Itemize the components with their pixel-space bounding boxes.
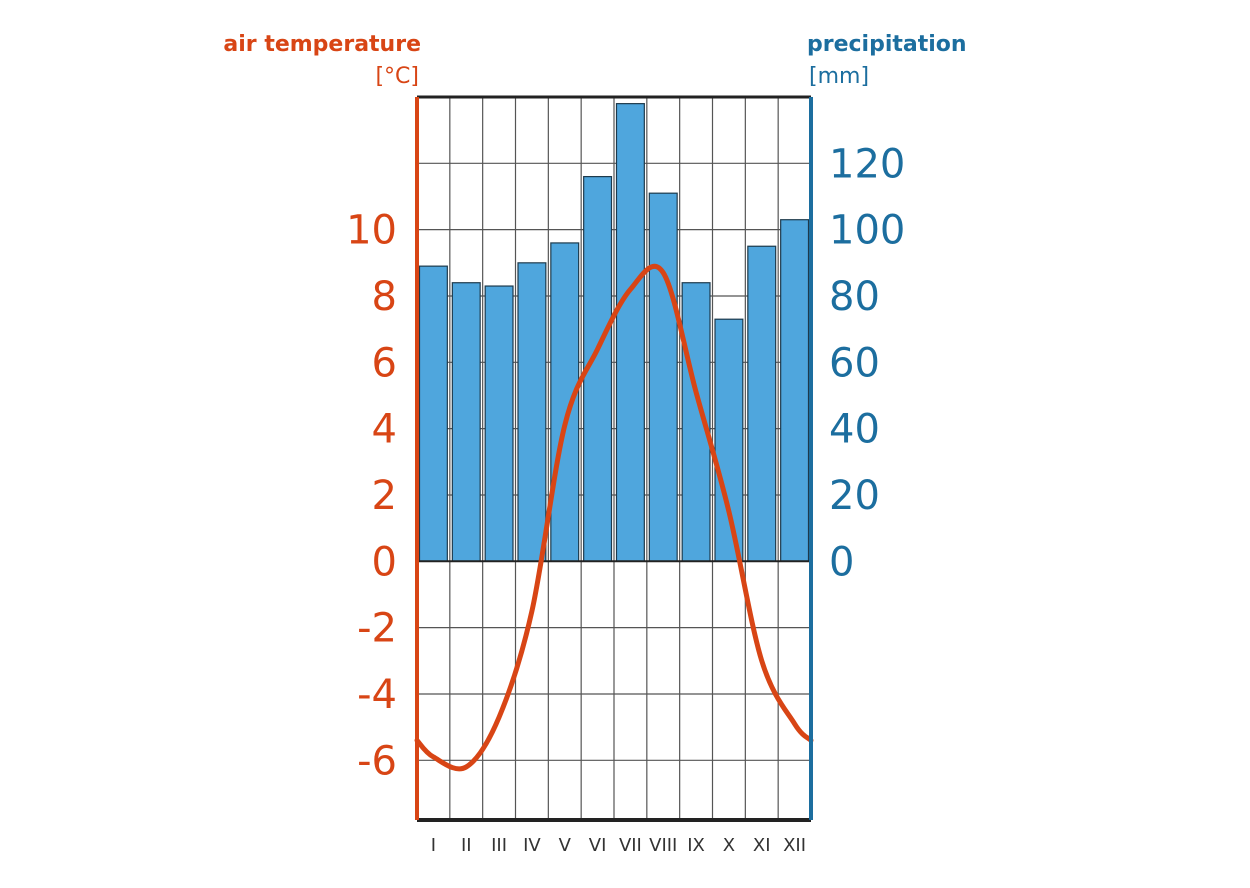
left-tick-label: 0 bbox=[372, 539, 397, 585]
bar-VII bbox=[615, 103, 645, 562]
month-label: IV bbox=[523, 835, 541, 856]
bar-I bbox=[418, 265, 448, 562]
month-label: IX bbox=[687, 835, 705, 856]
bar-V bbox=[550, 242, 580, 562]
left-tick-label: 10 bbox=[346, 208, 397, 254]
left-tick-label: -6 bbox=[357, 738, 397, 784]
bar-III bbox=[484, 285, 514, 562]
bar-IV bbox=[517, 262, 547, 562]
month-label: II bbox=[461, 835, 472, 856]
right-tick-label: 100 bbox=[829, 208, 905, 254]
bar-VI bbox=[583, 175, 613, 562]
right-tick-label: 120 bbox=[829, 141, 905, 187]
left-tick-label: 2 bbox=[372, 473, 397, 519]
left-axis-title: air temperature bbox=[223, 32, 421, 57]
right-tick-label: 20 bbox=[829, 473, 880, 519]
bar-XI bbox=[747, 245, 777, 562]
right-tick-label: 60 bbox=[829, 340, 880, 386]
left-tick-label: 4 bbox=[372, 407, 397, 453]
right-tick-label: 40 bbox=[829, 407, 880, 453]
month-label: I bbox=[431, 835, 436, 856]
right-tick-label: 80 bbox=[829, 274, 880, 320]
month-label: VIII bbox=[649, 835, 677, 856]
bar-X bbox=[714, 318, 744, 562]
bar-XII bbox=[780, 219, 810, 562]
month-label: X bbox=[723, 835, 735, 856]
left-tick-label: 8 bbox=[372, 274, 397, 320]
left-axis-unit: [°C] bbox=[375, 64, 419, 89]
month-label: XII bbox=[783, 835, 806, 856]
month-label: VI bbox=[589, 835, 607, 856]
left-tick-label: -2 bbox=[357, 606, 397, 652]
left-tick-label: -4 bbox=[357, 672, 397, 718]
bar-II bbox=[451, 282, 481, 562]
month-label: V bbox=[559, 835, 572, 856]
month-label: VII bbox=[619, 835, 642, 856]
right-axis-title: precipitation bbox=[807, 32, 967, 57]
right-tick-label: 0 bbox=[829, 539, 854, 585]
left-tick-label: 6 bbox=[372, 340, 397, 386]
month-label: III bbox=[491, 835, 507, 856]
month-label: XI bbox=[753, 835, 771, 856]
right-axis-unit: [mm] bbox=[809, 64, 869, 89]
temperature-line bbox=[414, 263, 814, 772]
bar-VIII bbox=[648, 192, 678, 562]
